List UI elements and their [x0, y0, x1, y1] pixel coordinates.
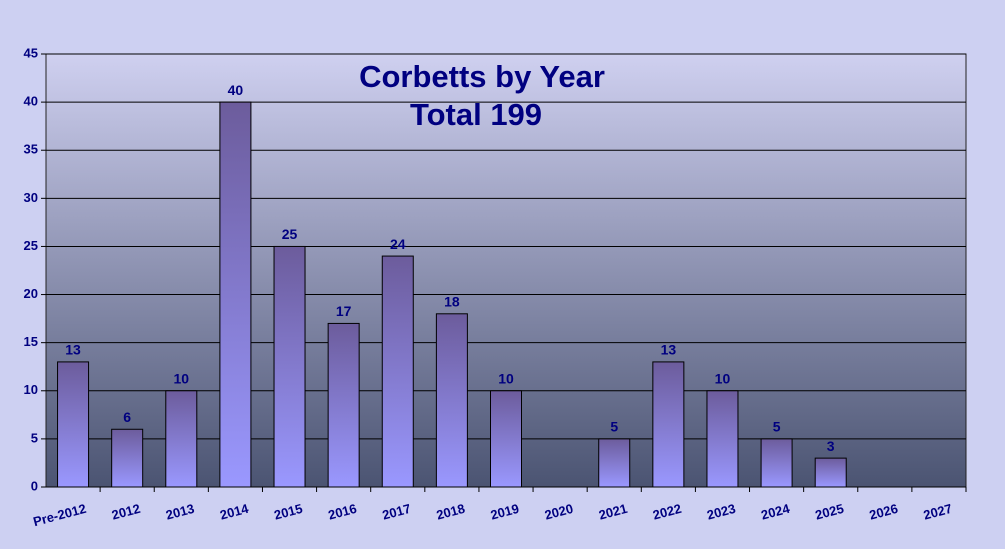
bar [814, 457, 847, 488]
bar [760, 438, 793, 488]
value-label: 5 [773, 419, 781, 435]
y-tick-label: 45 [24, 45, 38, 60]
y-tick-label: 25 [24, 238, 38, 253]
value-label: 17 [336, 303, 352, 319]
bar [706, 390, 739, 488]
x-tick-label: 2019 [489, 501, 521, 523]
value-label: 25 [282, 226, 298, 242]
value-label: 24 [390, 236, 406, 252]
bar [327, 322, 360, 488]
x-tick-label: 2020 [543, 501, 575, 523]
value-label: 10 [715, 370, 731, 386]
x-tick-label: 2013 [164, 501, 196, 523]
bar [165, 390, 198, 488]
y-tick-label: 0 [31, 478, 38, 493]
value-label: 5 [610, 419, 618, 435]
y-tick-label: 40 [24, 94, 38, 109]
bar [435, 313, 468, 488]
value-label: 10 [498, 370, 514, 386]
x-tick-label: 2022 [651, 501, 683, 523]
x-tick-label: 2021 [597, 501, 629, 523]
value-label: 10 [174, 370, 190, 386]
x-tick-label: 2025 [814, 501, 846, 523]
value-label: 13 [661, 342, 677, 358]
bar [490, 390, 522, 488]
x-tick-label: 2027 [922, 501, 954, 523]
bar [111, 428, 144, 488]
bar [219, 101, 252, 488]
bar [273, 245, 306, 488]
x-tick-label: 2015 [272, 501, 304, 523]
value-label: 6 [123, 409, 131, 425]
bar [598, 438, 631, 488]
y-tick-label: 30 [24, 190, 38, 205]
x-tick-label: 2024 [759, 501, 792, 523]
x-tick-label: 2026 [868, 501, 900, 523]
x-tick-label: 2018 [435, 501, 467, 523]
value-label: 3 [827, 438, 835, 454]
x-tick-label: 2014 [218, 501, 251, 523]
x-tick-label: 2012 [110, 501, 142, 523]
x-tick-label: 2017 [381, 501, 413, 523]
x-tick-label: 2016 [326, 501, 358, 523]
chart-title: Corbetts by Year [359, 59, 605, 94]
value-label: 40 [228, 82, 244, 98]
bar [652, 361, 685, 488]
bar [57, 361, 90, 488]
bar [381, 255, 414, 488]
y-tick-label: 35 [24, 142, 38, 157]
chart-subtitle: Total 199 [410, 97, 542, 132]
value-label: 18 [444, 294, 460, 310]
y-tick-label: 5 [31, 430, 38, 445]
x-tick-label: 2023 [705, 501, 737, 523]
y-tick-label: 20 [24, 286, 38, 301]
y-tick-label: 15 [24, 334, 38, 349]
y-tick-label: 10 [24, 382, 38, 397]
value-label: 13 [65, 342, 81, 358]
